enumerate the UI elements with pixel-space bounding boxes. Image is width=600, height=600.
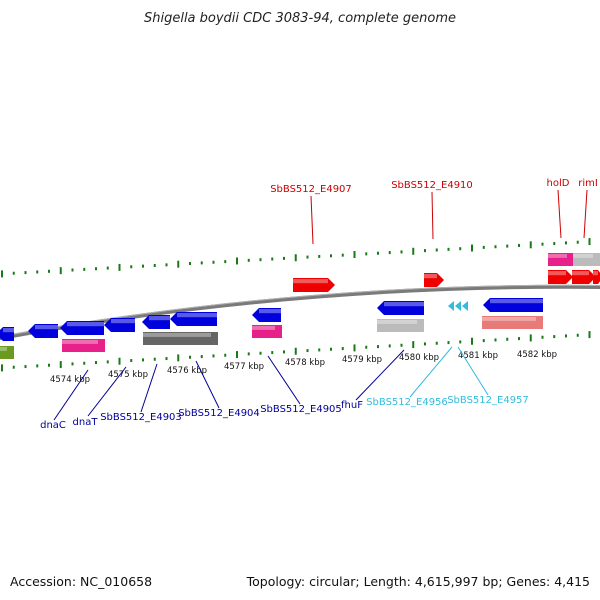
forward-gene-arrow-shine	[593, 271, 598, 276]
gene-label-top: holD	[547, 178, 570, 189]
reverse-gene-arrow	[60, 321, 104, 335]
reverse-gene-arrow-shine	[259, 309, 281, 314]
gene-label-top: SbBS512_E4910	[391, 180, 473, 191]
label-leaders	[53, 189, 588, 421]
kbp-label: 4581 kbp	[458, 351, 498, 361]
kbp-label: 4575 kbp	[108, 370, 148, 380]
reverse-gene-arrow-shine	[3, 328, 14, 333]
forward-gene-arrow	[424, 273, 444, 287]
gene-label-top-leader	[310, 195, 314, 245]
gene-label-bottom: SbBS512_E4957	[447, 395, 529, 406]
gene-label-bottom-leader	[140, 363, 158, 413]
gene-label-bottom-leader	[195, 360, 220, 409]
rna-gene-arrow	[462, 301, 468, 311]
reverse-gene-arrow-shine	[35, 325, 58, 330]
topology-summary: Topology: circular; Length: 4,615,997 bp…	[246, 574, 590, 589]
forward-gene-arrow-shine	[572, 271, 589, 276]
gene-label-bottom-leader	[267, 355, 301, 405]
gene-label-top: SbBS512_E4907	[270, 184, 352, 195]
reverse-cds-box-shine	[377, 320, 417, 324]
reverse-cds-box-shine	[143, 333, 211, 337]
reverse-gene-arrow	[28, 324, 58, 338]
kbp-label: 4580 kbp	[399, 353, 439, 363]
gene-label-bottom: dnaT	[73, 417, 99, 428]
gene-label-bottom: SbBS512_E4905	[260, 404, 342, 415]
reverse-cds-box-shine	[62, 340, 98, 344]
forward-gene-arrow	[293, 278, 335, 292]
forward-cds-box	[573, 253, 600, 266]
gene-label-bottom-leader	[355, 349, 405, 401]
tick-track-top	[1, 238, 591, 278]
reverse-gene-arrow	[170, 312, 217, 326]
reverse-gene-arrow	[377, 301, 424, 315]
tick-track-bottom	[1, 331, 591, 372]
forward-gene-arrow	[548, 270, 573, 284]
reverse-cds-box	[62, 339, 105, 352]
gene-label-top-leader	[431, 191, 434, 240]
forward-gene-arrow-shine	[293, 279, 328, 284]
gene-labels: SbBS512_E4907 SbBS512_E4910 holD rimI dnaC dn…	[40, 178, 598, 431]
gene-label-bottom-leader	[457, 346, 489, 396]
kbp-label: 4576 kbp	[167, 366, 207, 376]
reverse-cds-box	[0, 346, 14, 359]
forward-gene-arrow-shine	[548, 271, 566, 276]
kbp-label: 4577 kbp	[224, 362, 264, 372]
forward-gene-arrow-shine	[424, 274, 437, 279]
reverse-cds-box-shine	[0, 347, 7, 351]
reverse-gene-arrow-shine	[384, 302, 424, 307]
forward-gene-arrow	[572, 270, 596, 284]
gene-label-top-leader	[583, 189, 588, 239]
reverse-cds-box	[377, 319, 424, 332]
gene-label-bottom: fhuF	[341, 400, 363, 411]
reverse-gene-arrow	[0, 327, 14, 341]
gene-label-top: rimI	[578, 178, 598, 189]
reverse-gene-arrow-shine	[149, 316, 170, 321]
map-title: Shigella boydii CDC 3083-94, complete ge…	[144, 11, 456, 26]
reverse-gene-arrow-shine	[177, 313, 217, 318]
gene-label-bottom: SbBS512_E4903	[100, 412, 182, 423]
gene-label-bottom-leader	[87, 366, 127, 417]
feature-track	[0, 253, 600, 359]
reverse-gene-arrow-shine	[67, 322, 104, 327]
gene-label-bottom-leader	[53, 369, 89, 421]
reverse-gene-arrow-shine	[490, 299, 543, 304]
kbp-label: 4574 kbp	[50, 375, 90, 385]
rna-gene-arrow	[455, 301, 461, 311]
rna-gene-arrow	[448, 301, 454, 311]
accession-text: Accession: NC_010658	[10, 574, 153, 589]
gene-label-bottom: SbBS512_E4904	[178, 408, 260, 419]
kbp-scale: 4574 kbp 4575 kbp 4576 kbp 4577 kbp 4578 kbp…	[50, 350, 557, 385]
reverse-gene-arrow	[142, 315, 170, 329]
reverse-cds-box	[482, 316, 543, 329]
reverse-cds-box	[252, 325, 282, 338]
reverse-cds-box-shine	[482, 317, 536, 321]
gene-label-bottom: SbBS512_E4956	[366, 397, 448, 408]
forward-cds-box	[548, 253, 574, 266]
kbp-label: 4579 kbp	[342, 355, 382, 365]
reverse-gene-arrow	[104, 318, 135, 332]
reverse-gene-arrow	[483, 298, 543, 312]
kbp-label: 4582 kbp	[517, 350, 557, 360]
reverse-gene-arrow	[252, 308, 281, 322]
reverse-cds-box-shine	[252, 326, 275, 330]
gene-label-bottom-leader	[409, 346, 453, 398]
kbp-label: 4578 kbp	[285, 358, 325, 368]
gene-label-top-leader	[557, 189, 562, 239]
reverse-gene-arrow-shine	[111, 319, 135, 324]
gene-label-bottom: dnaC	[40, 420, 66, 431]
forward-cds-box-shine	[548, 254, 567, 258]
reverse-cds-box	[143, 332, 218, 345]
forward-gene-arrow	[593, 270, 600, 284]
forward-cds-box-shine	[573, 254, 593, 258]
